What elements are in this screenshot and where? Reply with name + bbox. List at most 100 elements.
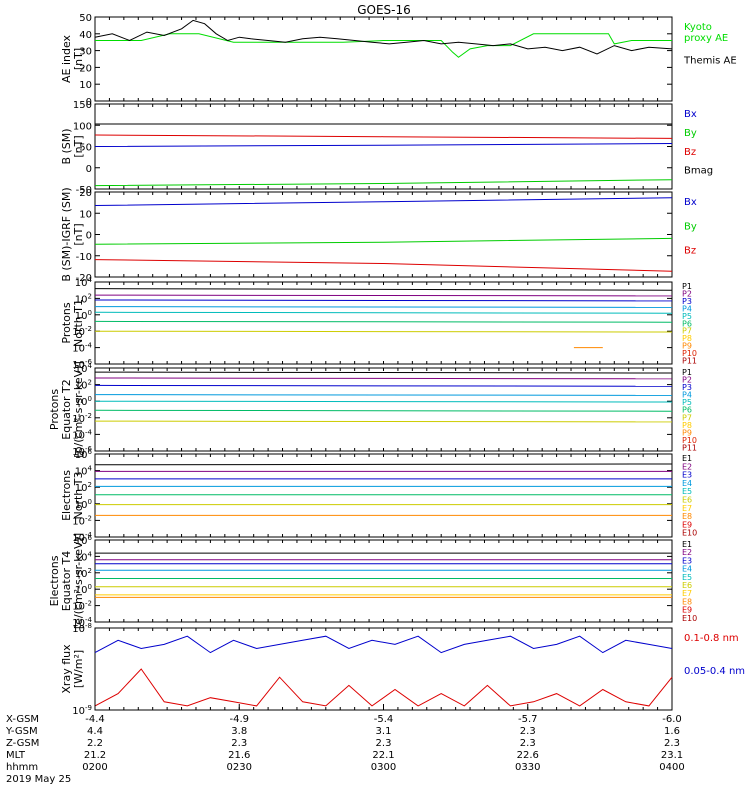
legend-entry-E5: E5 — [682, 487, 692, 496]
legend-entry-P3: P3 — [682, 383, 692, 392]
legend-entry-E2: E2 — [682, 548, 692, 557]
legend-entry-E10: E10 — [682, 529, 697, 538]
x-row-value: 2.3 — [520, 738, 536, 749]
series-line-By — [94, 237, 673, 245]
panel-8: 10-9 10-8 Xray flux[W/m²] 0.1-0.8 nm 0.05-0.… — [60, 622, 745, 717]
x-row-value: 23.1 — [661, 750, 683, 761]
series-line-P2 — [94, 377, 673, 380]
legend-entry-P5: P5 — [682, 312, 692, 321]
y-axis-label: ProtonsEquator T2[p/(cm²-s-sr-keV)] — [48, 361, 85, 458]
y-tick-label: 10-4 — [72, 531, 92, 544]
y-tick-label: 10-6 — [72, 358, 92, 371]
y-tick-label: 10-2 — [72, 600, 92, 613]
legend-entry-0-05-0-4-nm: 0.05-0.4 nm — [684, 666, 745, 677]
y-tick-label: 10-9 — [72, 704, 92, 717]
series-line-0-1-0-8-nm — [94, 668, 673, 707]
y-tick-label: 30 — [79, 47, 92, 58]
x-row-label-x-gsm: X-GSM — [6, 714, 39, 725]
y-tick-label: 10-4 — [72, 428, 92, 441]
series-line-P3 — [94, 299, 673, 302]
x-row-label-mlt: MLT — [6, 750, 26, 761]
plot-title: GOES-16 — [357, 3, 411, 17]
x-row-value: 1.6 — [664, 726, 680, 737]
panel-1: 0 10 20 30 40 50 AE index[nT] Kyoto proxy AE Them… — [60, 13, 737, 108]
legend-entry-By: By — [684, 221, 697, 232]
legend-entry-E1: E1 — [682, 454, 692, 463]
y-tick-label: -50 — [76, 185, 92, 196]
panel-2: -50 0 50 100 150 B (SM)[nT] Bx By Bz Bmag — [60, 100, 713, 196]
y-tick-label: 100 — [73, 121, 92, 132]
legend-entry-P8: P8 — [682, 334, 692, 343]
series-line-Bz — [94, 259, 673, 272]
x-row-value: 22.1 — [372, 750, 394, 761]
y-tick-label: 10-4 — [72, 342, 92, 355]
series-line-By — [94, 179, 673, 187]
series-line-P6 — [94, 320, 673, 323]
x-row-value: 3.1 — [376, 726, 392, 737]
y-tick-label: 104 — [75, 362, 93, 375]
y-tick-label: 100 — [75, 309, 92, 322]
legend-entry-P6: P6 — [682, 406, 692, 415]
y-tick-label: 150 — [73, 100, 92, 111]
x-row-value: 2.3 — [664, 738, 680, 749]
y-tick-label: 104 — [75, 465, 93, 478]
y-tick-label: 102 — [75, 292, 92, 305]
legend-entry-Bmag: Bmag — [684, 166, 713, 177]
series-line-P1 — [94, 371, 673, 374]
legend-entry-P4: P4 — [682, 391, 692, 400]
y-tick-label: 10-2 — [72, 325, 92, 338]
x-row-value: 0400 — [659, 762, 684, 773]
legend-entry-P1: P1 — [682, 368, 692, 377]
y-tick-label: 10-6 — [72, 445, 92, 458]
x-row-value: 0200 — [82, 762, 107, 773]
legend-entry-0-1-0-8-nm: 0.1-0.8 nm — [684, 633, 739, 644]
legend-entry-P10: P10 — [682, 436, 697, 445]
x-row-value: 3.8 — [231, 726, 247, 737]
x-row-label-hhmm: hhmm — [6, 762, 38, 773]
series-line-P4 — [94, 394, 673, 396]
legend-entry-E4: E4 — [682, 479, 692, 488]
panel-frame — [94, 539, 673, 623]
panel-3: -20 -10 0 10 20B (SM)-IGRF (SM)[nT] Bx By Bz — [60, 187, 697, 284]
x-row-value: -6.0 — [662, 714, 682, 725]
legend-entry-E10: E10 — [682, 614, 697, 623]
legend-entry-P9: P9 — [682, 428, 692, 437]
series-line-P2 — [94, 294, 673, 297]
legend-entry-E9: E9 — [682, 606, 692, 615]
y-tick-label: 104 — [75, 550, 93, 563]
x-row-value: 2.3 — [376, 738, 392, 749]
series-line-P3 — [94, 384, 673, 387]
legend-entry-E7: E7 — [682, 589, 692, 598]
y-tick-label: 10-2 — [72, 514, 92, 527]
y-tick-label: 106 — [75, 448, 93, 461]
legend-entry-P7: P7 — [682, 413, 692, 422]
x-row-value: 2.3 — [231, 738, 247, 749]
y-tick-label: 40 — [79, 30, 92, 41]
legend-entry-Bz: Bz — [684, 246, 696, 257]
y-tick-label: 100 — [75, 583, 92, 596]
y-axis-label: B (SM)-IGRF (SM)[nT] — [60, 187, 85, 281]
legend-entry-By: By — [684, 128, 697, 139]
y-tick-label: 10-4 — [72, 616, 92, 629]
legend-entry-Bz: Bz — [684, 147, 696, 158]
x-row-value: 4.4 — [87, 726, 103, 737]
x-row-value: 22.6 — [517, 750, 539, 761]
legend-entry-P3: P3 — [682, 297, 692, 306]
y-tick-label: 100 — [75, 498, 92, 511]
series-line-P5 — [94, 311, 673, 314]
series-line-E1 — [94, 463, 673, 466]
series-line-P4 — [94, 306, 673, 308]
legend-entry-Themis-AE: Themis AE — [683, 56, 737, 67]
legend-entry-P11: P11 — [682, 443, 697, 452]
legend-entry-E3: E3 — [682, 471, 692, 480]
legend-entry-P5: P5 — [682, 398, 692, 407]
series-line-0-05-0-4-nm — [94, 635, 673, 654]
x-axis-table: X-GSM -4.4 -4.9 -5.4 -5.7 -6.0Y-GSM 4.4 3.8 3.1 2… — [5, 704, 685, 785]
legend-entry-Bx: Bx — [684, 109, 697, 120]
legend-entry-E8: E8 — [682, 597, 692, 606]
panel-frame — [94, 16, 673, 102]
y-tick-label: 10 — [79, 209, 92, 220]
